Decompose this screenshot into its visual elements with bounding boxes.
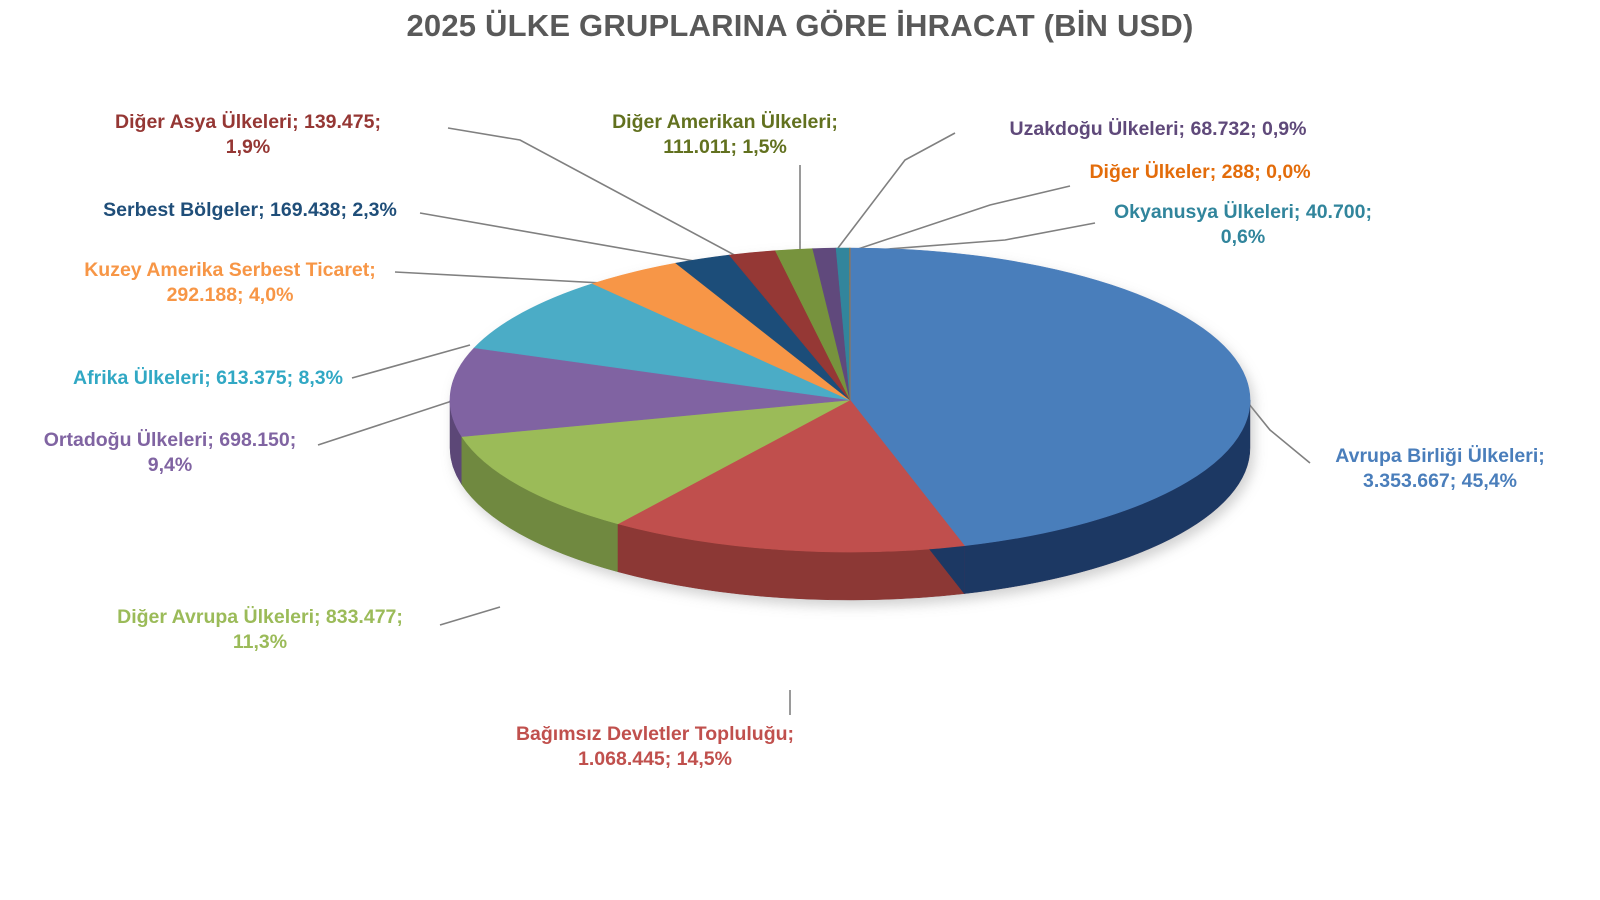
data-label-diger-amerikan: Diğer Amerikan Ülkeleri; 111.011; 1,5% bbox=[612, 111, 838, 158]
data-label-uzakdogu: Uzakdoğu Ülkeleri; 68.732; 0,9% bbox=[1009, 118, 1307, 140]
pie-slices bbox=[449, 247, 1251, 601]
leader-line bbox=[351, 344, 471, 379]
leader-line bbox=[447, 127, 741, 259]
leader-line bbox=[849, 222, 1096, 253]
leader-line bbox=[854, 185, 1071, 251]
data-label-serbest-bolgeler: Serbest Bölgeler; 169.438; 2,3% bbox=[103, 199, 397, 221]
data-label-diger-asya: Diğer Asya Ülkeleri; 139.475; 1,9% bbox=[115, 111, 381, 158]
data-label-avrupa-birligi: Avrupa Birliği Ülkeleri; 3.353.667; 45,4… bbox=[1335, 445, 1545, 492]
data-label-okyanusya: Okyanusya Ülkeleri; 40.700; 0,6% bbox=[1114, 201, 1372, 248]
data-label-afrika: Afrika Ülkeleri; 613.375; 8,3% bbox=[73, 367, 343, 389]
pie-slice-top-0 bbox=[849, 247, 1251, 546]
data-label-ortadogu: Ortadoğu Ülkeleri; 698.150; 9,4% bbox=[43, 429, 297, 476]
leader-line bbox=[419, 212, 701, 263]
pie-slice-top-3 bbox=[449, 347, 851, 437]
leader-line bbox=[837, 132, 956, 249]
leader-lines bbox=[317, 127, 1311, 715]
data-label-diger-avrupa: Diğer Avrupa Ülkeleri; 833.477; 11,3% bbox=[117, 606, 403, 653]
leader-line bbox=[317, 399, 456, 446]
data-label-kuzey-amerika: Kuzey Amerika Serbest Ticaret; 292.188; … bbox=[84, 259, 376, 306]
pie-slice-top-2 bbox=[461, 399, 851, 525]
pie-slice-top-4 bbox=[473, 283, 851, 401]
pie-slice-top-1 bbox=[617, 399, 965, 553]
leader-line bbox=[439, 606, 501, 626]
data-label-diger-ulkeler: Diğer Ülkeler; 288; 0,0% bbox=[1089, 161, 1311, 183]
chart-title: 2025 ÜLKE GRUPLARINA GÖRE İHRACAT (BİN U… bbox=[406, 8, 1194, 43]
data-label-bdt: Bağımsız Devletler Topluluğu; 1.068.445;… bbox=[515, 723, 795, 770]
